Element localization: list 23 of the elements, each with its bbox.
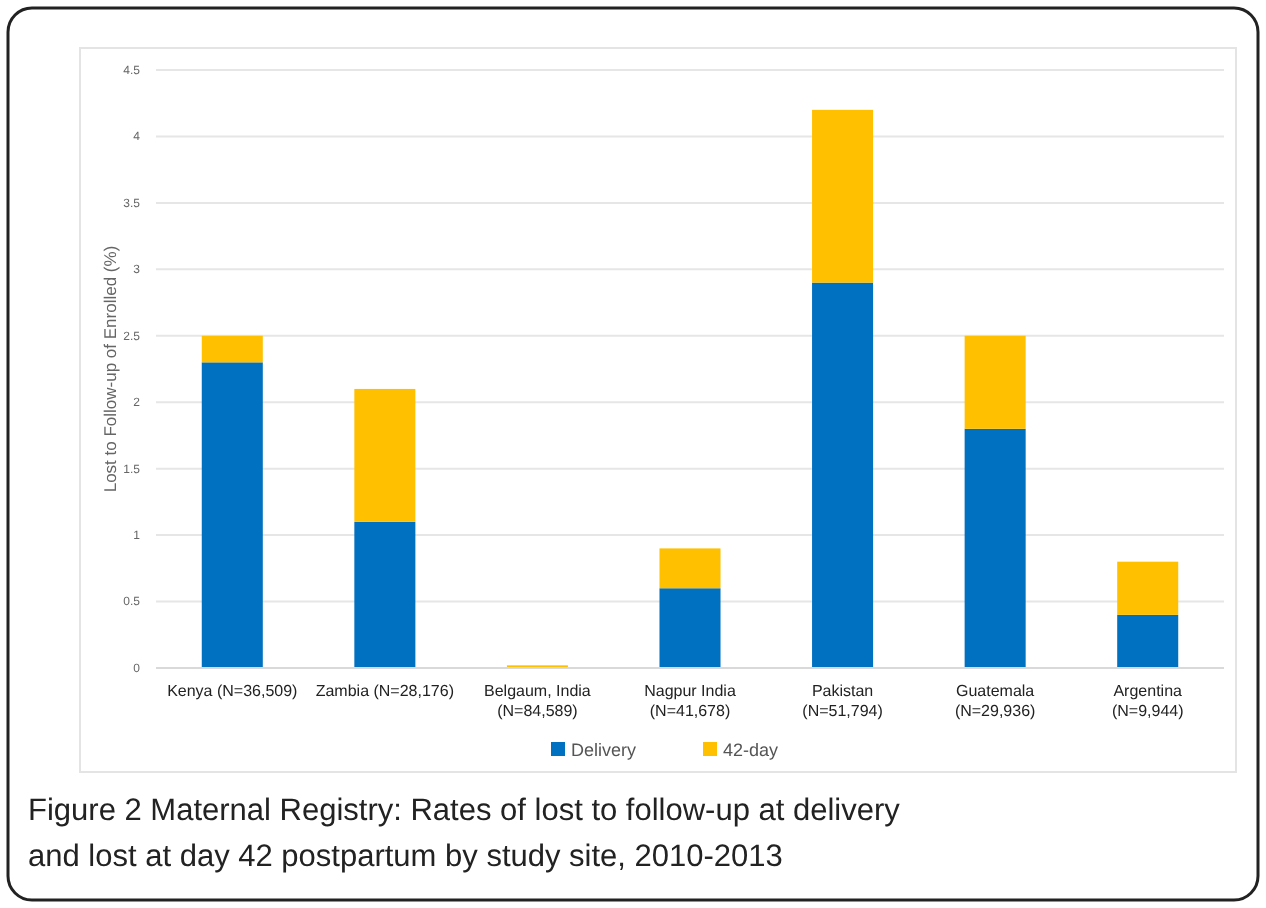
text: Figure 2 Maternal Registry: Rates of lost to follow-up at delivery and lost at day 42 postpartum by study site, 2010-2013 <box>28 794 901 874</box>
bar <box>354 388 416 522</box>
legend-label: 42-day <box>723 739 780 760</box>
bar <box>201 362 263 668</box>
bar <box>964 428 1026 668</box>
bar <box>1117 561 1179 615</box>
x-tick-label: Nagpur India (N=41,678) <box>644 682 737 720</box>
x-tick-label: Belgaum, India (N=84,589) <box>484 682 592 720</box>
bar <box>201 335 263 363</box>
x-tick-label: Kenya (N=36,509) <box>167 682 299 700</box>
bar <box>659 588 721 668</box>
bar <box>1117 614 1179 668</box>
y-axis-title: Lost to Follow-up of Enrolled (%) <box>100 245 120 493</box>
bar <box>659 548 721 589</box>
x-tick-label: Argentina (N=9,944) <box>1111 682 1185 720</box>
bar <box>812 282 874 668</box>
bar <box>812 109 874 283</box>
x-tick-label: Guatemala (N=29,936) <box>954 682 1037 720</box>
x-tick-label: Zambia (N=28,176) <box>315 682 455 700</box>
legend-label: Delivery <box>571 739 638 760</box>
x-tick-label: Pakistan (N=51,794) <box>802 682 884 720</box>
bar <box>354 521 416 668</box>
bar <box>964 335 1026 429</box>
